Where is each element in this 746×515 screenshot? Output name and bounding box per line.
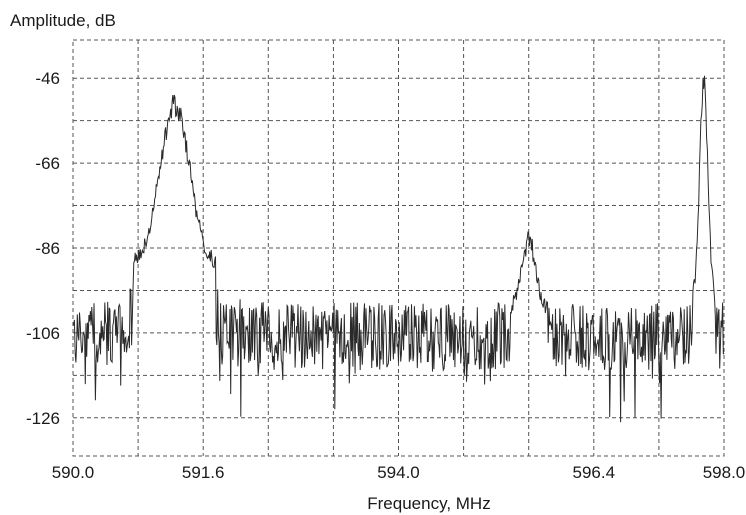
y-tick-label: -106 <box>26 324 60 343</box>
x-tick-label: 590.0 <box>52 463 95 482</box>
x-tick-label: 598.0 <box>703 463 746 482</box>
x-axis-label: Frequency, MHz <box>367 494 490 513</box>
x-tick-label: 596.4 <box>573 463 616 482</box>
spectrum-line <box>72 75 725 423</box>
y-axis-ticks: -46 -66 -86 -106 -126 <box>26 69 60 428</box>
y-tick-label: -66 <box>35 154 60 173</box>
x-axis-ticks: 590.0 591.6 594.0 596.4 598.0 <box>52 463 746 482</box>
y-tick-label: -126 <box>26 409 60 428</box>
grid-lines <box>72 39 725 457</box>
x-tick-label: 594.0 <box>377 463 420 482</box>
y-tick-label: -86 <box>35 239 60 258</box>
spectrum-trace <box>72 75 725 423</box>
y-tick-label: -46 <box>35 69 60 88</box>
y-axis-label: Amplitude, dB <box>10 11 116 30</box>
x-tick-label: 591.6 <box>182 463 225 482</box>
